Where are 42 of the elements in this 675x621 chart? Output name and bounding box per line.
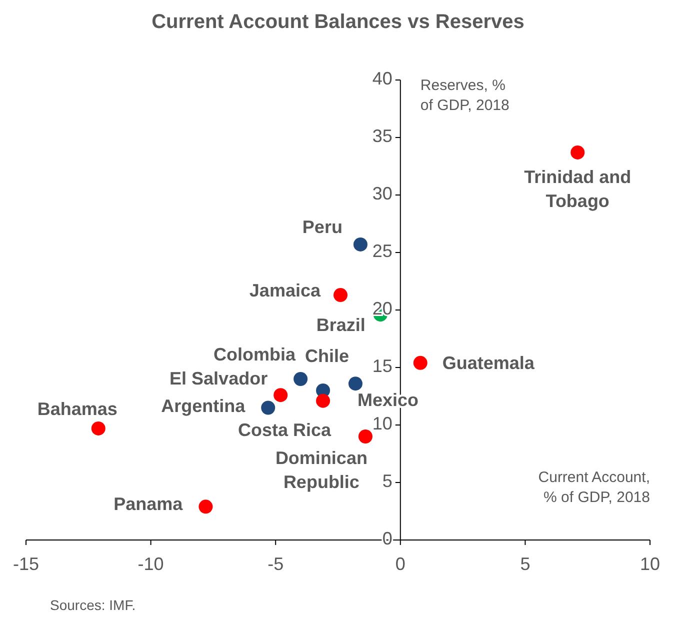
point [353, 237, 368, 252]
annotation: Colombia [214, 344, 297, 364]
x-tick-label: 5 [520, 554, 530, 574]
chart-title: Current Account Balances vs Reserves [152, 11, 524, 33]
annotation: Costa Rica [238, 420, 332, 440]
annotation: Brazil [316, 314, 366, 335]
annotation: Peru [302, 216, 342, 237]
y-axis-title: Reserves, % of GDP, 2018 [420, 77, 510, 114]
annotation: Trinidad and Tobago [524, 166, 632, 211]
point [333, 288, 348, 302]
y-tick-label: 15 [372, 356, 392, 376]
point [358, 430, 372, 444]
x-tick-label: 0 [395, 554, 406, 574]
x-tick-label: 10 [640, 554, 660, 574]
y-tick-label: 10 [372, 413, 392, 434]
point [198, 500, 213, 514]
x-tick-label: -5 [268, 554, 284, 574]
point [316, 394, 330, 408]
y-tick-label: 30 [372, 183, 392, 204]
y-tick-label: 5 [382, 470, 392, 491]
annotation: Bahamas [37, 398, 118, 419]
point [294, 372, 308, 386]
point [261, 400, 276, 415]
point [91, 421, 106, 436]
x-tick-label: -10 [138, 554, 164, 574]
y-tick-label: 35 [372, 126, 392, 146]
annotation: Guatemala [442, 353, 536, 374]
x-tick-label: -15 [12, 554, 40, 574]
annotation: El Salvador [170, 368, 268, 388]
point [413, 356, 428, 370]
annotation: Panama [114, 494, 184, 514]
point [348, 376, 362, 391]
y-tick-label: 25 [372, 240, 392, 261]
annotation: Dominican Republic [275, 448, 368, 492]
source-note: Sources: IMF. [50, 597, 136, 613]
y-tick-label: 40 [372, 68, 392, 88]
annotation: Argentina [161, 396, 246, 416]
annotation: Jamaica [249, 280, 322, 300]
point [570, 145, 585, 160]
annotation: Chile [305, 346, 350, 366]
x-axis-title: Current Account, % of GDP, 2018 [538, 469, 650, 506]
point [274, 388, 288, 402]
